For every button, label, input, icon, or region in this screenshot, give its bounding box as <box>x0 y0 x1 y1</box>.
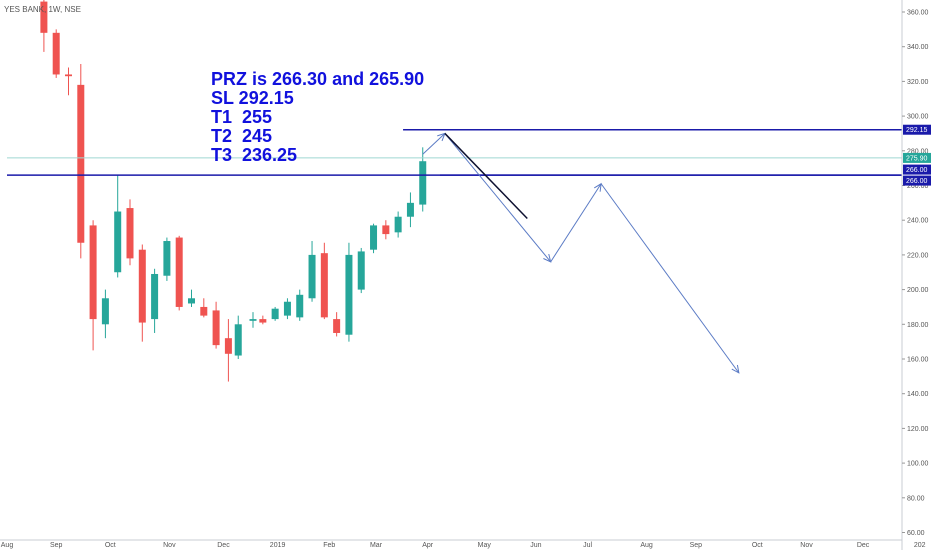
projection-segment[interactable] <box>422 133 446 155</box>
x-tick-label: Apr <box>422 542 434 549</box>
y-tick-label: 320.00 <box>907 79 929 86</box>
projection-segment[interactable] <box>444 133 552 263</box>
x-tick-label: Jul <box>583 542 592 549</box>
candle-down <box>333 319 341 333</box>
candle-up <box>271 308 279 320</box>
candle-up <box>234 324 242 356</box>
price-tag: 275.90 <box>903 152 931 163</box>
candle-down <box>65 74 72 77</box>
x-tick-label: 202 <box>914 542 926 549</box>
x-axis: Aug Sep Oct Nov Dec 2019 Feb Mar Apr May Jun Jul Aug… <box>0 539 926 549</box>
candles <box>40 0 427 382</box>
x-tick-label: Oct <box>105 542 116 549</box>
y-tick-label: 240.00 <box>907 218 929 225</box>
candle-down <box>382 225 390 235</box>
candle-down <box>138 249 146 323</box>
price-tag-bg <box>903 152 931 163</box>
candle-up <box>406 202 414 217</box>
projection-arrowhead <box>731 364 740 374</box>
y-tick-label: 300.00 <box>907 114 929 121</box>
x-tick-label: Aug <box>640 542 653 549</box>
projection-arrowhead <box>543 253 552 263</box>
candle-up <box>345 254 353 335</box>
candle-down <box>212 310 220 346</box>
y-tick-label: 220.00 <box>907 252 929 259</box>
x-tick-label: Mar <box>370 542 383 549</box>
x-tick-label: Aug <box>1 542 14 549</box>
x-tick-label: Dec <box>217 542 230 549</box>
price-tag-label: 292.15 <box>906 127 928 134</box>
x-tick-label: Nov <box>800 542 813 549</box>
price-tag-bg <box>903 175 931 186</box>
x-tick-label: Dec <box>857 542 870 549</box>
y-tick-label: 340.00 <box>907 44 929 51</box>
projection-segment[interactable] <box>600 183 740 374</box>
candle-up <box>163 241 171 276</box>
candle-up <box>419 161 427 205</box>
annotation-t3: T3 236.25 <box>211 145 298 165</box>
price-tag: 292.15 <box>903 124 931 135</box>
candle-up <box>101 298 109 325</box>
annotation-sl: SL 292.15 <box>211 88 294 108</box>
candle-down <box>40 1 48 33</box>
x-tick-label: Sep <box>690 542 703 549</box>
x-tick-label: Sep <box>50 542 63 549</box>
symbol-label[interactable]: YES BANK, 1W, NSE <box>4 5 81 14</box>
candle-down <box>89 225 97 320</box>
y-tick-label: 280.00 <box>907 148 929 155</box>
annotation-t2: T2 245 <box>211 126 273 146</box>
candle-up <box>249 319 257 321</box>
candle-down <box>200 306 208 316</box>
candle-up <box>114 211 122 273</box>
candle-up <box>151 273 159 320</box>
projection-segment[interactable] <box>550 183 602 263</box>
x-tick-label: Jun <box>530 542 541 549</box>
y-tick-label: 360.00 <box>907 10 929 17</box>
y-tick-label: 160.00 <box>907 357 929 364</box>
price-axis: 60.00 80.00 100.00 120.00 140.00 160.00 180.00… <box>901 0 931 550</box>
candle-down <box>52 32 60 75</box>
trade-annotation: PRZ is 266.30 and 265.90 SL 292.15 T1 25… <box>211 70 424 165</box>
trend-segment[interactable] <box>444 132 528 219</box>
candle-up <box>283 301 291 316</box>
candle-up <box>296 294 304 318</box>
x-tick-label: Feb <box>323 542 335 549</box>
projection-arrowhead <box>593 182 602 192</box>
y-tick-label: 120.00 <box>907 426 929 433</box>
annotation-prz: PRZ is 266.30 and 265.90 <box>211 69 425 89</box>
horizontal-lines <box>7 128 902 176</box>
x-tick-label: Nov <box>163 542 176 549</box>
x-tick-label: Oct <box>752 542 763 549</box>
price-tag: 266.00 <box>903 164 931 175</box>
y-tick-label: 140.00 <box>907 391 929 398</box>
x-tick-label: May <box>478 542 492 549</box>
candle-down <box>126 208 134 259</box>
annotation-t1: T1 255 <box>211 107 273 127</box>
price-tag-label: 275.90 <box>906 155 928 162</box>
price-tag-bg <box>903 164 931 175</box>
candle-down <box>77 84 85 243</box>
price-tag-bg <box>903 124 931 135</box>
candle-up <box>394 216 402 233</box>
y-tick-label: 260.00 <box>907 183 929 190</box>
price-tag-label: 266.00 <box>906 178 928 185</box>
y-tick-label: 80.00 <box>907 495 925 502</box>
candle-up <box>357 251 365 290</box>
candle-down <box>175 237 183 307</box>
y-tick-label: 100.00 <box>907 461 929 468</box>
candle-down <box>224 338 232 354</box>
projection-path <box>422 132 740 374</box>
candle-up <box>370 225 378 250</box>
y-tick-label: 180.00 <box>907 322 929 329</box>
price-tag-label: 266.00 <box>906 167 928 174</box>
y-tick-label: 200.00 <box>907 287 929 294</box>
candle-up <box>308 254 316 299</box>
y-tick-label: 60.00 <box>907 530 925 537</box>
candle-up <box>188 298 195 304</box>
x-tick-label: 2019 <box>270 542 286 549</box>
candle-down <box>259 319 267 323</box>
price-tag: 266.00 <box>903 175 931 186</box>
candle-down <box>320 253 328 318</box>
